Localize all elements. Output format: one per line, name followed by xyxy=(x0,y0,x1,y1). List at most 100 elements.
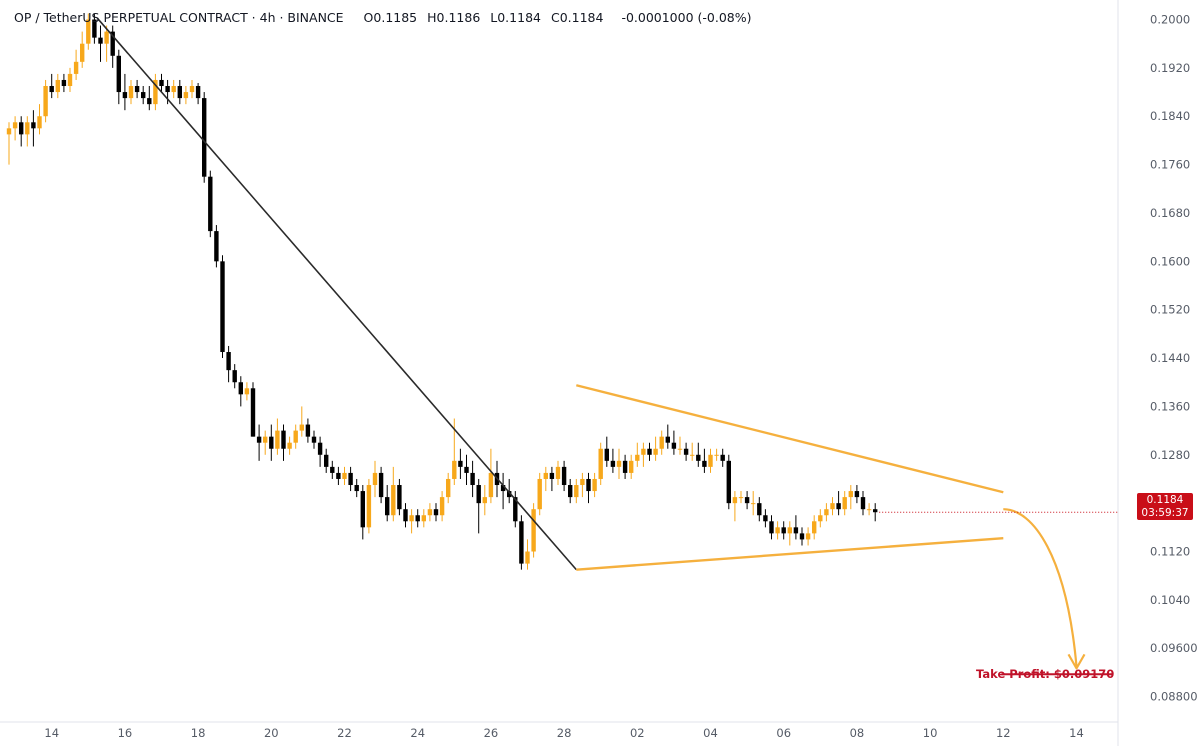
candle-body xyxy=(525,551,530,564)
candle xyxy=(464,454,469,486)
candle-body xyxy=(409,515,414,522)
candle-body xyxy=(104,31,109,44)
candle xyxy=(415,509,420,528)
candle-body xyxy=(220,261,225,353)
candle-body xyxy=(415,515,420,522)
candle xyxy=(275,418,280,455)
candle-body xyxy=(49,86,54,93)
candle-body xyxy=(147,98,152,105)
candle xyxy=(238,376,243,407)
candle-body xyxy=(116,55,121,93)
candle xyxy=(537,472,542,516)
candle-body xyxy=(763,515,768,522)
candle-body xyxy=(37,116,42,129)
candle-body xyxy=(385,497,390,516)
candle-body xyxy=(360,491,365,528)
candle-body xyxy=(214,231,219,262)
candle-body xyxy=(610,460,616,467)
chart-header: OP / TetherUS PERPETUAL CONTRACT · 4h · … xyxy=(14,10,752,25)
candle xyxy=(116,49,121,105)
candle-body xyxy=(629,460,634,473)
candle-body xyxy=(769,521,774,534)
low-value: 0.1184 xyxy=(497,10,541,25)
candle-body xyxy=(433,509,439,516)
candle-body xyxy=(488,472,494,498)
candle xyxy=(49,73,54,99)
candle-body xyxy=(232,370,237,383)
candle xyxy=(561,460,567,492)
candle xyxy=(738,491,744,504)
candle xyxy=(568,478,573,504)
candle-body xyxy=(751,503,756,505)
candle xyxy=(805,527,811,546)
candle-body xyxy=(738,497,744,499)
bar-countdown: 03:59:37 xyxy=(1141,507,1189,519)
candle xyxy=(342,466,347,486)
candle xyxy=(372,460,378,498)
candle xyxy=(781,521,786,540)
candle xyxy=(732,491,738,522)
candle xyxy=(507,478,512,504)
candle xyxy=(751,491,756,516)
candle-body xyxy=(250,388,256,437)
candle xyxy=(128,79,134,105)
candle xyxy=(226,345,231,383)
y-tick-label: 0.09600 xyxy=(1150,641,1198,655)
candle xyxy=(189,79,195,99)
downtrend-line xyxy=(96,17,577,571)
x-tick-label: 14 xyxy=(1069,726,1084,740)
candle xyxy=(104,25,109,62)
x-tick-label: 26 xyxy=(484,726,499,740)
candle xyxy=(98,25,103,62)
candle-body xyxy=(812,521,817,534)
candle-body xyxy=(580,478,585,486)
candle-body xyxy=(98,37,103,44)
candle xyxy=(519,515,524,570)
lower-trendline xyxy=(576,537,1004,571)
candle-body xyxy=(561,466,567,486)
candle-body xyxy=(860,497,866,510)
candle xyxy=(574,478,579,504)
candle xyxy=(671,430,677,455)
candle-body xyxy=(781,527,786,534)
candle-body xyxy=(696,454,701,461)
candle xyxy=(305,418,311,443)
y-tick-label: 0.1440 xyxy=(1150,351,1190,365)
candle xyxy=(67,67,73,93)
candle-body xyxy=(6,128,12,135)
x-tick-label: 20 xyxy=(264,726,279,740)
candle-body xyxy=(458,460,463,467)
symbol-title: OP / TetherUS PERPETUAL CONTRACT · 4h · … xyxy=(14,10,344,25)
candle-body xyxy=(25,122,30,135)
candle xyxy=(763,509,768,528)
candle-body xyxy=(281,430,286,449)
candle-body xyxy=(665,436,670,443)
projection-arrow xyxy=(1003,508,1078,667)
y-tick-label: 0.1120 xyxy=(1150,545,1190,559)
candle xyxy=(622,454,628,479)
candle-body xyxy=(330,466,335,473)
candle xyxy=(232,364,237,389)
candle-body xyxy=(702,460,707,467)
candle xyxy=(208,170,213,238)
candle-body xyxy=(128,86,134,99)
candle xyxy=(220,255,225,359)
candle-body xyxy=(830,503,835,510)
candle xyxy=(299,406,304,437)
candle-body xyxy=(336,472,341,479)
y-tick-label: 0.2000 xyxy=(1150,13,1190,27)
candle xyxy=(92,13,97,44)
candles xyxy=(6,13,878,570)
candle xyxy=(726,454,731,510)
candle xyxy=(141,86,146,105)
candle xyxy=(19,116,24,147)
candle-body xyxy=(141,92,146,99)
arrow-head xyxy=(1067,653,1086,670)
x-tick-label: 06 xyxy=(776,726,791,740)
candle xyxy=(366,478,372,534)
y-tick-label: 0.1280 xyxy=(1150,448,1190,462)
candle-body xyxy=(793,527,799,534)
candle xyxy=(25,116,30,147)
candle-body xyxy=(641,448,646,455)
candle xyxy=(336,466,341,486)
